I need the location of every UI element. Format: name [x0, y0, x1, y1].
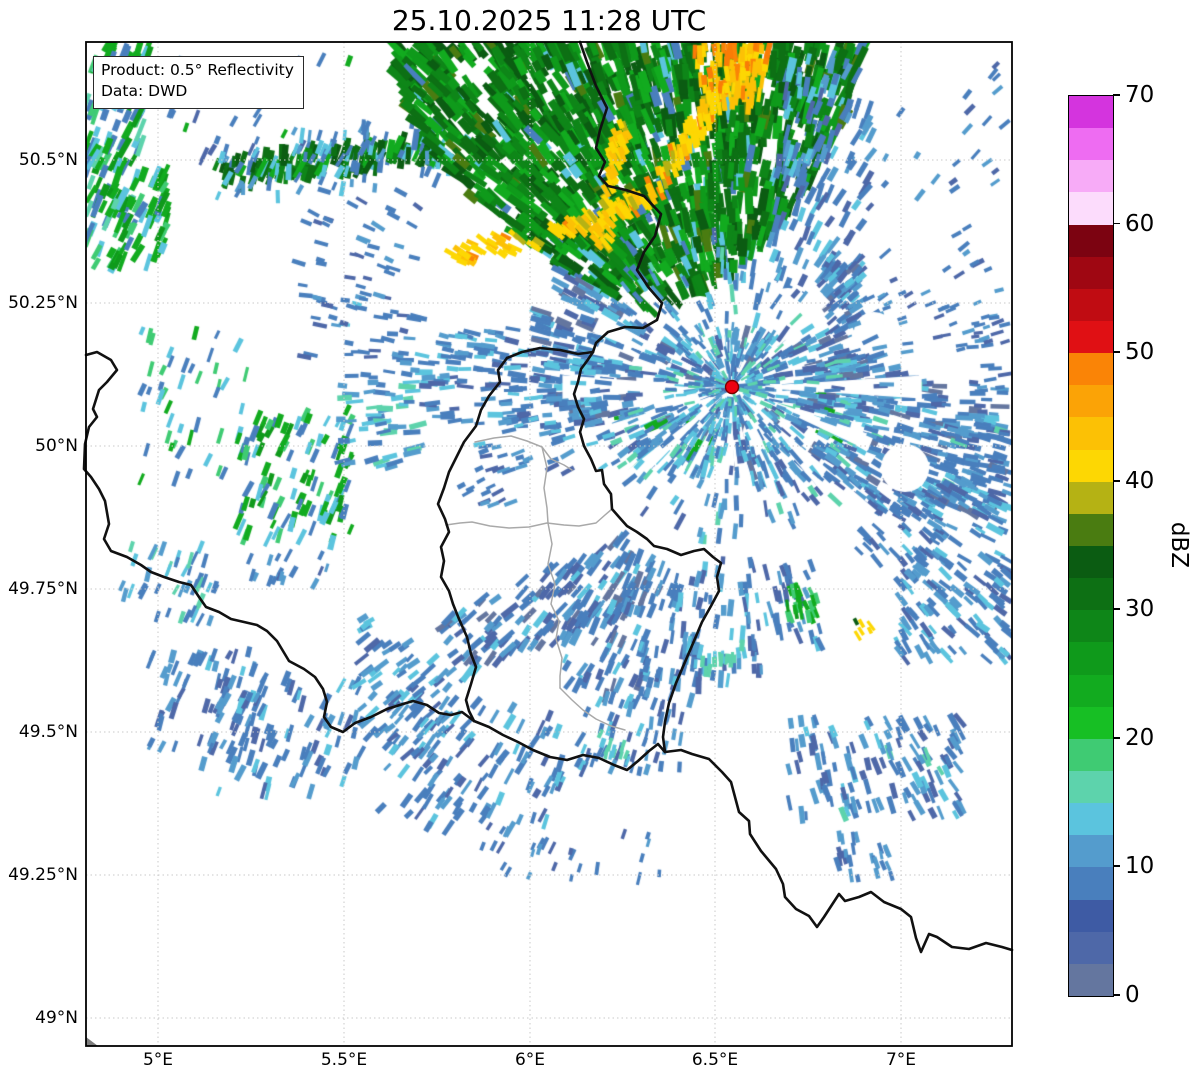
- colorbar-segment-10: [1069, 417, 1113, 450]
- district-line-canton-3: [541, 446, 549, 524]
- colorbar-tick-label-0: 0: [1125, 982, 1140, 1008]
- lon-tick-label-1: 5.5°E: [320, 1050, 368, 1070]
- colorbar-segment-26: [1069, 931, 1113, 964]
- colorbar-tick-label-6: 60: [1125, 210, 1155, 237]
- colorbar-segment-12: [1069, 481, 1113, 514]
- colorbar-tick-1: [1113, 865, 1120, 868]
- colorbar-segment-22: [1069, 803, 1113, 836]
- colorbar-tick-3: [1113, 608, 1120, 611]
- lon-tick-label-3: 6.5°E: [691, 1050, 739, 1070]
- colorbar-segment-20: [1069, 738, 1113, 771]
- radar-site-marker: [724, 379, 740, 395]
- border-luxembourg-north: [505, 346, 595, 360]
- map-frame: [85, 41, 1013, 1047]
- border-luxembourg-west: [436, 356, 509, 723]
- colorbar-tick-7: [1113, 94, 1120, 96]
- lat-tick-label-0: 50.5°N: [18, 150, 78, 170]
- colorbar: [1068, 95, 1114, 997]
- colorbar-tick-label-7: 70: [1125, 82, 1155, 108]
- colorbar-tick-2: [1113, 736, 1120, 739]
- lat-tick-label-4: 49.5°N: [18, 722, 78, 742]
- colorbar-tick-4: [1113, 479, 1120, 482]
- colorbar-tick-0: [1113, 994, 1120, 996]
- lat-tick-label-3: 49.75°N: [8, 579, 78, 599]
- colorbar-segment-6: [1069, 288, 1113, 321]
- corner-artifact: [86, 1037, 98, 1046]
- colorbar-segment-2: [1069, 160, 1113, 193]
- colorbar-segment-4: [1069, 224, 1113, 257]
- colorbar-tick-6: [1113, 222, 1120, 225]
- border-luxembourg-south: [472, 719, 667, 772]
- colorbar-segment-15: [1069, 578, 1113, 611]
- colorbar-segment-7: [1069, 320, 1113, 354]
- colorbar-segment-21: [1069, 770, 1113, 804]
- lat-tick-label-1: 50.25°N: [8, 293, 78, 313]
- colorbar-segment-27: [1069, 963, 1113, 996]
- border-france-germany: [663, 748, 1014, 954]
- colorbar-tick-label-2: 20: [1125, 724, 1155, 751]
- border-luxembourg-east: [572, 350, 723, 754]
- border-france-belgium: [82, 350, 476, 734]
- colorbar-segment-13: [1069, 513, 1113, 546]
- district-line-canton-5: [559, 687, 626, 731]
- lat-tick-label-5: 49.25°N: [8, 865, 78, 885]
- lon-tick-label-0: 5°E: [142, 1050, 174, 1070]
- colorbar-tick-label-3: 30: [1125, 596, 1155, 623]
- district-line-canton-4: [547, 522, 563, 689]
- colorbar-tick-label-5: 50: [1125, 339, 1155, 366]
- colorbar-segment-5: [1069, 256, 1113, 289]
- colorbar-segment-0: [1069, 96, 1113, 129]
- colorbar-tick-label-4: 40: [1125, 467, 1155, 494]
- colorbar-segment-16: [1069, 610, 1113, 643]
- colorbar-segment-14: [1069, 545, 1113, 579]
- colorbar-segment-25: [1069, 899, 1113, 932]
- product-line: Product: 0.5° Reflectivity: [101, 61, 294, 79]
- data-source-line: Data: DWD: [101, 82, 188, 101]
- colorbar-segment-8: [1069, 353, 1113, 386]
- colorbar-segment-3: [1069, 192, 1113, 225]
- colorbar-segment-24: [1069, 867, 1113, 900]
- colorbar-segment-23: [1069, 835, 1113, 868]
- lat-tick-label-2: 50°N: [35, 436, 78, 456]
- colorbar-segment-18: [1069, 674, 1113, 707]
- lat-tick-label-6: 49°N: [35, 1008, 78, 1028]
- colorbar-segment-17: [1069, 642, 1113, 675]
- product-info-box: Product: 0.5° Reflectivity Data: DWD: [93, 56, 304, 109]
- colorbar-segment-9: [1069, 385, 1113, 418]
- lon-tick-label-2: 6°E: [514, 1050, 546, 1070]
- colorbar-tick-5: [1113, 351, 1120, 353]
- district-line-canton-1: [474, 435, 573, 471]
- colorbar-segment-19: [1069, 706, 1113, 739]
- district-line-canton-2: [445, 508, 613, 529]
- lon-tick-label-4: 7°E: [885, 1050, 917, 1070]
- colorbar-segment-11: [1069, 449, 1113, 482]
- colorbar-segment-1: [1069, 128, 1113, 161]
- border-belgium-germany: [578, 40, 664, 354]
- colorbar-tick-label-1: 10: [1125, 853, 1155, 880]
- colorbar-unit-label: dBZ: [1166, 521, 1192, 569]
